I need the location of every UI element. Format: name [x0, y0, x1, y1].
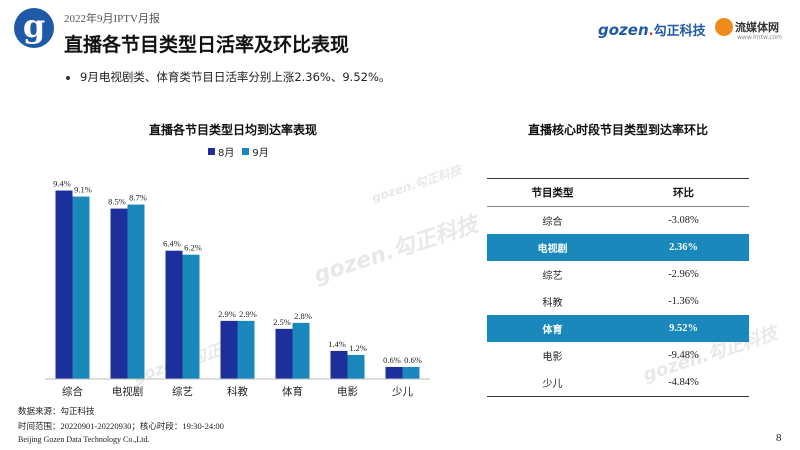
x-tick-label: 综艺: [172, 385, 193, 398]
data-label: 1.4%: [328, 339, 346, 349]
table-row: 综艺 -2.96%: [487, 261, 749, 288]
cell-ratio: -9.48%: [668, 350, 699, 362]
period-value: 20220901-20220930: [60, 421, 132, 431]
cell-ratio: 2.36%: [618, 233, 749, 261]
table-title: 直播核心时段节目类型到达率环比: [527, 123, 708, 137]
bar-sep: [237, 320, 255, 379]
gozen-logo: gozen.勾正科技: [598, 21, 706, 39]
x-tick-label: 科教: [227, 385, 248, 398]
column-header-type: 节目类型: [487, 178, 618, 207]
column-header-ratio: 环比: [618, 178, 749, 207]
table-header-row: 节目类型 环比: [487, 178, 749, 207]
data-label: 9.1%: [74, 185, 92, 195]
x-tick-label: 电影: [337, 385, 358, 398]
page-title: 直播各节目类型日活率及环比表现: [64, 34, 350, 56]
bar-aug: [385, 366, 403, 379]
summary-text: 9月电视剧类、体育类节目日活率分别上涨2.36%、9.52%。: [80, 70, 391, 84]
report-label: 2022年9月IPTV月报: [64, 13, 160, 25]
summary-bullet: 9月电视剧类、体育类节目日活率分别上涨2.36%、9.52%。: [66, 69, 390, 85]
lmt-logo-icon: [715, 17, 733, 36]
bar-aug: [110, 208, 128, 379]
bar-aug: [330, 350, 348, 379]
cell-ratio: -3.08%: [668, 214, 699, 226]
cell-ratio: -1.36%: [668, 295, 699, 307]
cell-program-type: 电视剧: [487, 233, 618, 261]
table-row: 少儿 -4.84%: [487, 369, 749, 397]
cell-program-type: 体育: [487, 314, 618, 342]
cell-program-type: 科教: [542, 297, 563, 309]
data-label: 6.2%: [184, 243, 202, 253]
data-label: 2.9%: [218, 309, 236, 319]
legend-swatch-aug: [208, 148, 215, 155]
cell-ratio: -2.96%: [668, 268, 699, 280]
x-tick-label: 少儿: [392, 386, 413, 398]
data-source: 数据来源：勾正科技: [18, 405, 95, 417]
bar-aug: [275, 328, 293, 379]
cell-program-type: 电影: [542, 352, 563, 364]
core-value: 19:30-24:00: [182, 421, 224, 431]
bar-sep: [182, 254, 200, 379]
core-label: ；核心时段：: [131, 422, 183, 432]
table-row: 电影 -9.48%: [487, 342, 749, 369]
legend-item-sep: 9月: [242, 144, 269, 159]
legend-label-sep: 9月: [252, 148, 269, 159]
data-label: 8.5%: [108, 197, 126, 207]
data-label: 2.5%: [273, 317, 291, 327]
cell-program-type: 少儿: [487, 369, 618, 397]
bar-aug: [165, 250, 183, 379]
period-label: 时间范围：: [18, 422, 61, 432]
legend-label-aug: 8月: [218, 148, 235, 159]
data-label: 2.8%: [294, 311, 312, 321]
ratio-table: 节目类型 环比 综合 -3.08% 电视剧 2.36% 综艺 -2.96% 科教 -1.36%…: [487, 178, 749, 397]
lmt-logo-url: www.lmtw.com: [737, 34, 783, 41]
bar-chart-title: 直播各节目类型日均到达率表现: [148, 123, 317, 137]
bar-sep: [402, 366, 420, 379]
data-label: 9.4%: [53, 179, 71, 189]
gozen-g-logo-icon: g: [14, 8, 54, 48]
legend-item-aug: 8月: [208, 144, 234, 159]
bar-sep: [347, 354, 365, 379]
data-label: 0.6%: [383, 355, 401, 365]
data-label: 8.7%: [129, 193, 147, 203]
bar-aug: [55, 190, 73, 379]
data-label: 6.4%: [163, 239, 181, 249]
bullet-dot-icon: [66, 75, 70, 80]
table-row: 科教 -1.36%: [487, 288, 749, 315]
x-tick-label: 综合: [62, 385, 83, 398]
table-row: 体育 9.52%: [487, 314, 749, 342]
bar-sep: [127, 204, 145, 379]
x-tick-label: 电视剧: [112, 385, 144, 398]
lmt-logo: 流媒体网 www.lmtw.com: [715, 16, 782, 41]
data-label: 0.6%: [404, 355, 422, 365]
bar-chart: 9.4%9.1% 综合 8.5% 8.7% 电视剧 6.4% 6.2% 综艺 2.9% 2.9% 科…: [45, 179, 430, 398]
x-tick-label: 体育: [282, 385, 303, 398]
cell-program-type: 综艺: [542, 270, 563, 282]
data-label: 2.9%: [239, 309, 257, 319]
cell-ratio: -4.84%: [618, 369, 749, 397]
bar-aug: [220, 320, 238, 379]
page-number: 8: [776, 432, 782, 444]
lmt-logo-name: 流媒体网: [735, 20, 779, 34]
source-label: 数据来源：: [18, 407, 61, 417]
company-name: Beijing Gozen Data Technology Co.,Ltd.: [18, 435, 150, 444]
table-row: 电视剧 2.36%: [487, 233, 749, 261]
gozen-logo-cn: 勾正科技: [653, 24, 706, 39]
chart-legend: 8月 9月: [208, 144, 269, 159]
source-value: 勾正科技: [60, 407, 95, 417]
table-row: 综合 -3.08%: [487, 207, 749, 234]
bar-sep: [72, 196, 90, 379]
data-label: 1.2%: [349, 343, 367, 353]
time-range: 时间范围：20220901-20220930；核心时段：19:30-24:00: [18, 420, 224, 432]
legend-swatch-sep: [242, 148, 250, 155]
bar-sep: [292, 322, 310, 379]
gozen-logo-en: gozen: [598, 21, 649, 39]
cell-program-type: 综合: [542, 216, 563, 228]
cell-ratio: 9.52%: [618, 314, 749, 342]
